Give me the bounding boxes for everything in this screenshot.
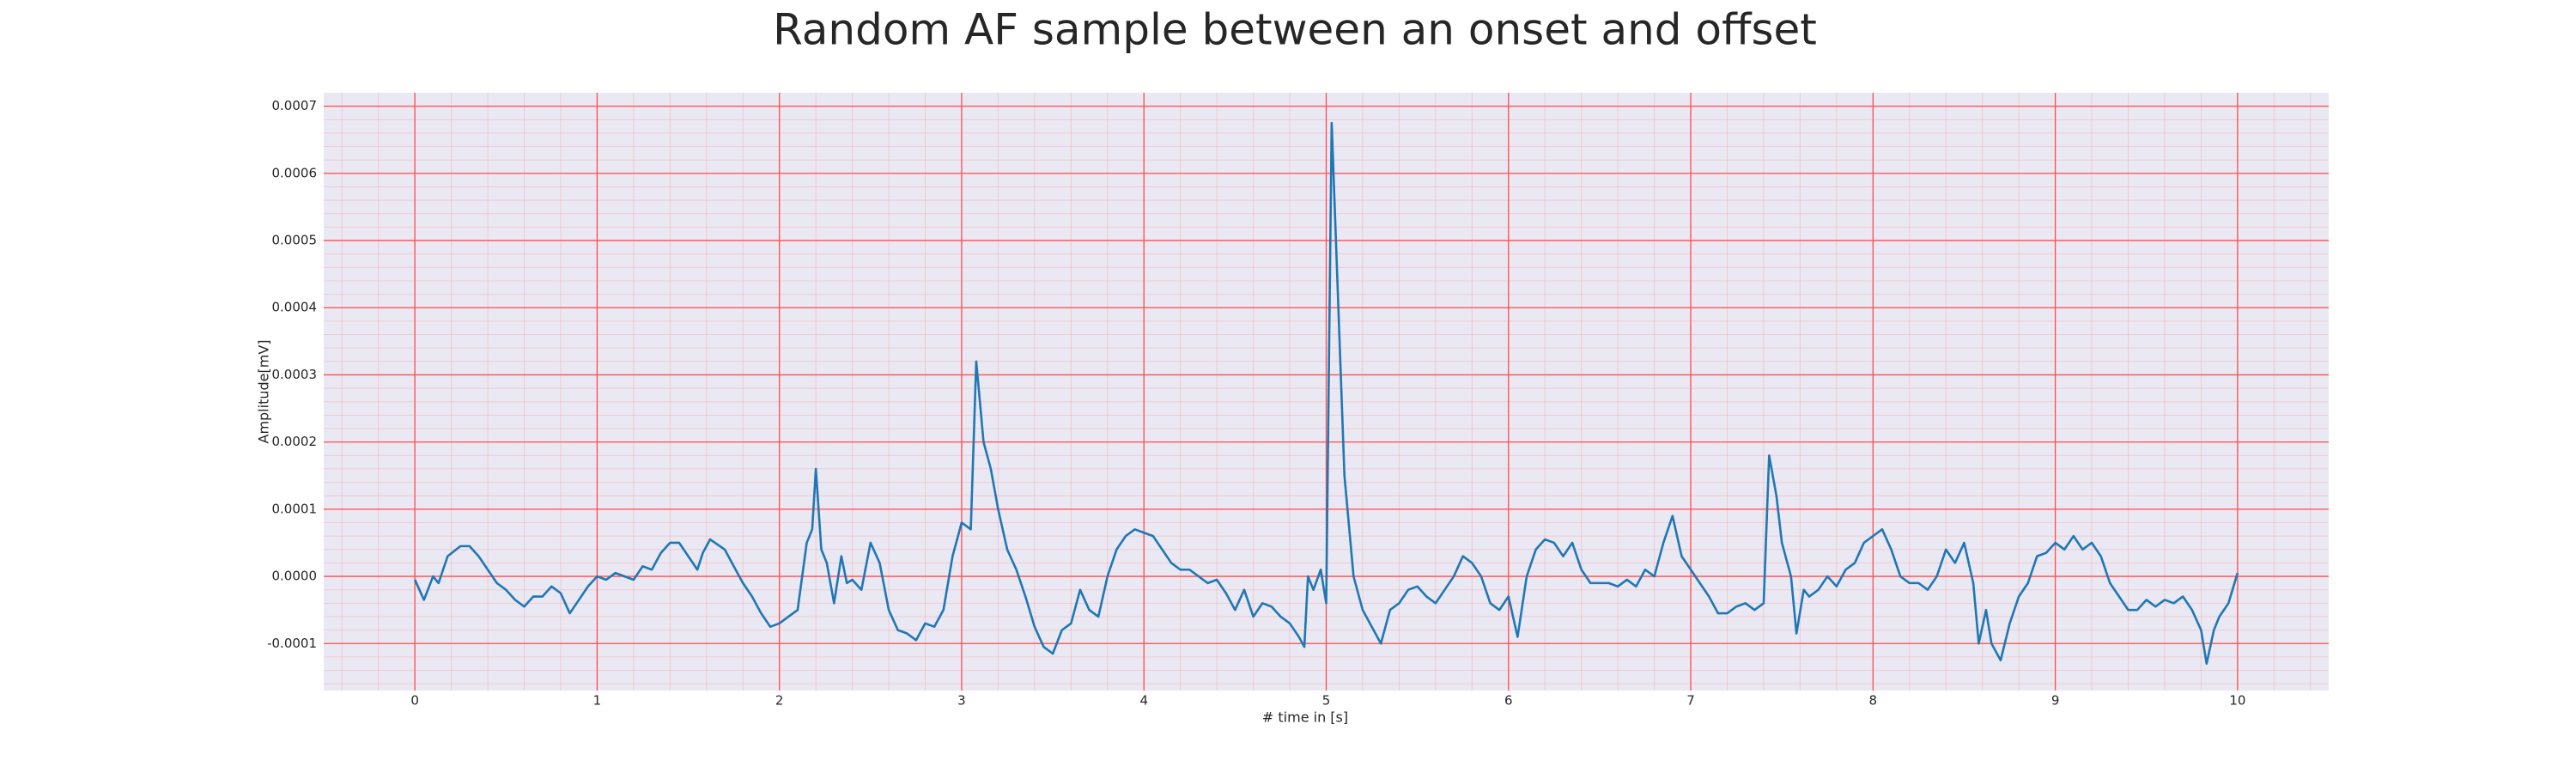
x-tick-label: 4 bbox=[1139, 693, 1148, 709]
y-tick-label: 0.0003 bbox=[272, 367, 318, 382]
y-tick-label: 0.0001 bbox=[272, 501, 318, 516]
x-tick-label: 2 bbox=[775, 693, 784, 709]
chart-title: Random AF sample between an onset and of… bbox=[773, 5, 1817, 55]
x-tick-label: 10 bbox=[2229, 693, 2245, 709]
x-tick-label: 7 bbox=[1686, 693, 1695, 709]
y-tick-label: 0.0006 bbox=[272, 165, 318, 180]
x-tick-label: 8 bbox=[1869, 693, 1878, 709]
x-tick-label: 1 bbox=[593, 693, 602, 709]
y-tick-label: 0.0005 bbox=[272, 233, 318, 248]
x-axis-label: # time in [s] bbox=[1262, 709, 1348, 726]
y-tick-label: 0.0000 bbox=[272, 569, 318, 584]
x-tick-label: 3 bbox=[957, 693, 966, 709]
x-tick-label: 5 bbox=[1322, 693, 1331, 709]
signal-line bbox=[413, 121, 2239, 666]
y-axis-label: Amplitude[mV] bbox=[256, 339, 272, 443]
y-tick-label: 0.0007 bbox=[272, 98, 318, 113]
y-tick-label: 0.0004 bbox=[272, 300, 318, 315]
y-tick-label: 0.0002 bbox=[272, 434, 318, 449]
x-tick-label: 9 bbox=[2051, 693, 2060, 709]
x-tick-label: 6 bbox=[1504, 693, 1513, 709]
x-tick-label: 0 bbox=[410, 693, 419, 709]
y-tick-label: -0.0001 bbox=[267, 636, 317, 651]
